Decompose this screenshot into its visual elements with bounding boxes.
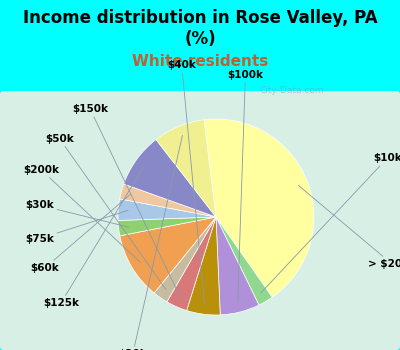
Text: City-Data.com: City-Data.com [260, 86, 325, 95]
Text: > $200k: > $200k [298, 186, 400, 269]
Wedge shape [216, 217, 272, 305]
Text: $60k: $60k [30, 194, 131, 273]
Text: Income distribution in Rose Valley, PA
(%): Income distribution in Rose Valley, PA (… [23, 9, 377, 48]
Text: $150k: $150k [72, 104, 180, 298]
Wedge shape [154, 217, 216, 302]
Wedge shape [124, 140, 216, 217]
Text: $100k: $100k [227, 70, 263, 302]
Text: $30k: $30k [26, 200, 128, 227]
Wedge shape [156, 120, 216, 217]
Text: $20k: $20k [118, 135, 182, 350]
Text: $200k: $200k [23, 165, 140, 262]
Text: White residents: White residents [132, 54, 268, 69]
Wedge shape [120, 184, 216, 217]
Wedge shape [118, 217, 216, 236]
Wedge shape [118, 199, 216, 220]
Wedge shape [187, 217, 220, 315]
Wedge shape [167, 217, 216, 310]
Text: $50k: $50k [45, 134, 166, 289]
Text: $10k: $10k [261, 153, 400, 293]
Wedge shape [216, 217, 259, 315]
Wedge shape [120, 217, 216, 293]
Wedge shape [204, 119, 314, 297]
FancyBboxPatch shape [0, 91, 400, 350]
Text: $125k: $125k [43, 165, 145, 308]
Text: $75k: $75k [26, 210, 128, 244]
Text: $40k: $40k [167, 60, 204, 304]
